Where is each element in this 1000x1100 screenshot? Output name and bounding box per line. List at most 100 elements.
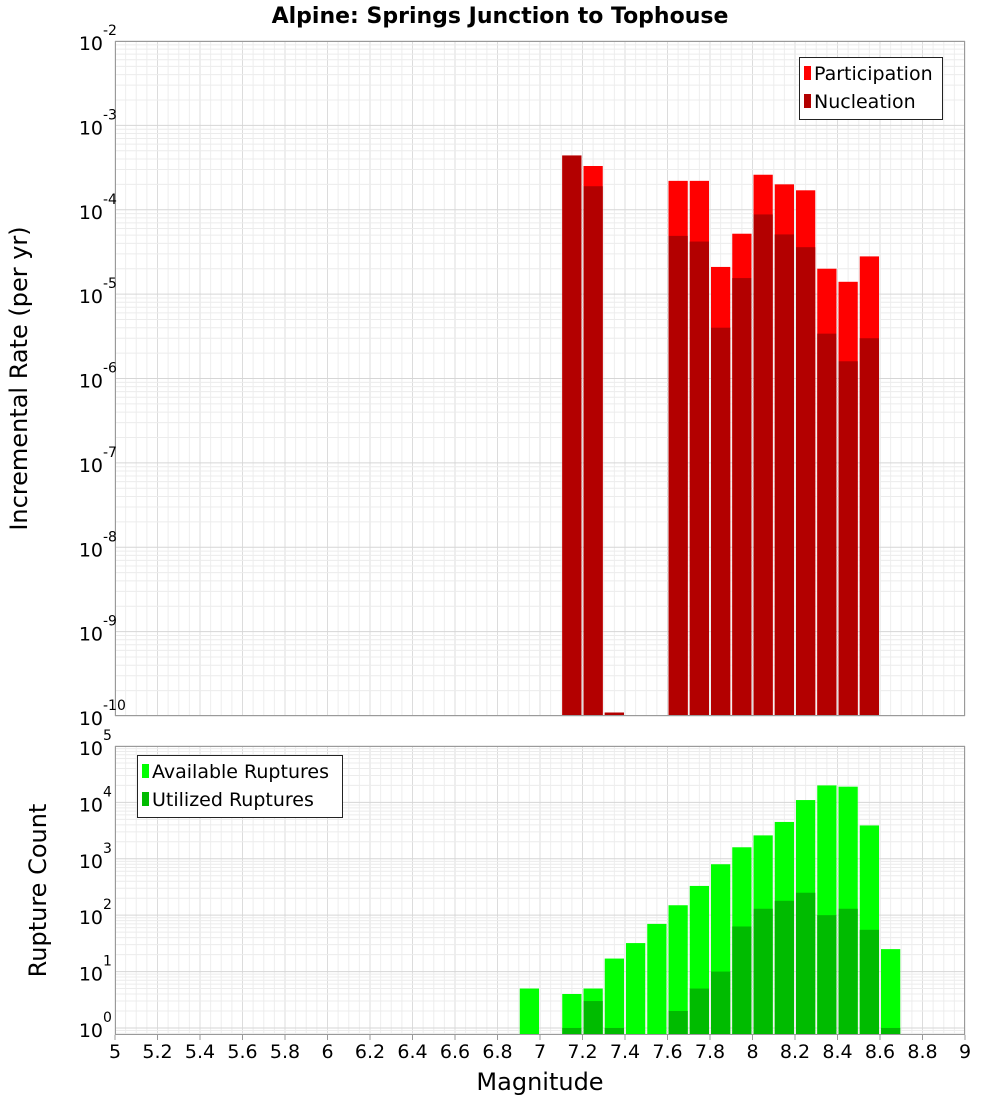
- y-tick-label: 10-5: [79, 276, 117, 308]
- bar: [774, 234, 794, 716]
- y-tick-exponent: -9: [103, 614, 117, 630]
- bar: [838, 908, 858, 1035]
- legend-box: [799, 57, 943, 120]
- y-tick-label: 102: [79, 897, 112, 929]
- legend-swatch: [142, 792, 149, 806]
- bar: [881, 1027, 901, 1035]
- grid-lines: [114, 40, 966, 717]
- bar: [689, 241, 709, 717]
- y-tick-label: 10-6: [79, 361, 117, 393]
- y-tick-base: 10: [79, 794, 103, 816]
- bar: [626, 943, 646, 1035]
- y-tick-label: 10-4: [79, 192, 117, 224]
- y-tick-label: 10-2: [79, 23, 117, 55]
- y-tick-exponent: -8: [103, 529, 117, 545]
- bar: [668, 235, 688, 716]
- y-tick-label: 101: [79, 954, 112, 986]
- x-tick-label: 6.8: [482, 1041, 512, 1063]
- legend: Available Ruptures Utilized Ruptures: [137, 755, 343, 818]
- y-tick-exponent: 2: [103, 897, 112, 913]
- bar: [859, 929, 879, 1035]
- bar: [732, 278, 752, 716]
- plot-frame: [115, 746, 965, 1035]
- bar: [711, 327, 731, 716]
- y-tick-base: 10: [79, 286, 103, 308]
- x-tick-labels: 5 5.2 5.4 5.6 5.8 6 6.2 6.4 6.6 6.8 7 7.2 7.4 7.6 7.8 8…: [109, 1035, 971, 1063]
- y-tick-exponent: -2: [103, 23, 117, 39]
- x-tick-label: 7.8: [695, 1041, 725, 1063]
- y-tick-exponent: 1: [103, 954, 112, 970]
- bar: [711, 971, 731, 1035]
- x-tick-label: 8: [746, 1041, 758, 1063]
- legend-swatch: [142, 764, 149, 778]
- y-tick-exponent: 5: [103, 728, 112, 744]
- bar: [817, 333, 837, 716]
- bar: [881, 949, 901, 1035]
- y-tick-exponent: -5: [103, 276, 117, 292]
- bar: [647, 923, 667, 1035]
- bar: [562, 994, 582, 1035]
- bar: [796, 247, 816, 716]
- x-tick-label: 5.8: [270, 1041, 300, 1063]
- bar: [583, 186, 603, 716]
- y-tick-label: 100: [79, 1010, 112, 1042]
- bar: [796, 892, 816, 1035]
- bar: [604, 712, 624, 716]
- plot-frame: [115, 41, 965, 716]
- bar: [817, 915, 837, 1035]
- bar: [562, 155, 582, 716]
- bar: [859, 338, 879, 716]
- x-tick-label: 8.2: [780, 1041, 810, 1063]
- x-tick-label: 7.2: [567, 1041, 597, 1063]
- legend-label: Available Ruptures: [152, 761, 329, 783]
- x-tick-label: 9: [959, 1041, 971, 1063]
- y-tick-base: 10: [79, 371, 103, 393]
- y-tick-exponent: -10: [103, 698, 126, 714]
- x-tick-label: 8.8: [907, 1041, 937, 1063]
- x-tick-label: 5.4: [185, 1041, 215, 1063]
- x-tick-label: 6.2: [355, 1041, 385, 1063]
- panel-incremental-rate: 10-1010-910-810-710-610-510-410-310-2Inc…: [5, 4, 966, 730]
- bar: [604, 1027, 624, 1035]
- bar: [838, 361, 858, 716]
- y-axis-label: Rupture Count: [24, 804, 52, 978]
- y-tick-exponent: -7: [103, 445, 117, 461]
- bar: [562, 1027, 582, 1035]
- bar: [604, 958, 624, 1035]
- legend-swatch: [804, 94, 811, 108]
- bar: [583, 1001, 603, 1035]
- x-tick-label: 5: [109, 1041, 121, 1063]
- y-tick-base: 10: [79, 117, 103, 139]
- bar: [668, 905, 688, 1035]
- bar: [689, 988, 709, 1035]
- x-tick-label: 6.6: [440, 1041, 470, 1063]
- y-tick-base: 10: [79, 539, 103, 561]
- bar: [753, 908, 773, 1035]
- bar: [732, 926, 752, 1035]
- y-tick-label: 10-3: [79, 107, 117, 139]
- y-tick-base: 10: [79, 851, 103, 873]
- y-tick-label: 103: [79, 841, 112, 873]
- y-tick-base: 10: [79, 708, 103, 730]
- y-tick-base: 10: [79, 455, 103, 477]
- legend-box: [137, 755, 343, 818]
- y-tick-label: 104: [79, 784, 112, 816]
- legend-label: Participation: [814, 63, 933, 85]
- legend-label: Utilized Ruptures: [152, 789, 314, 811]
- y-tick-base: 10: [79, 964, 103, 986]
- y-tick-exponent: -4: [103, 192, 117, 208]
- x-tick-label: 5.2: [142, 1041, 172, 1063]
- y-tick-base: 10: [79, 1020, 103, 1042]
- y-axis-label: Incremental Rate (per yr): [5, 226, 33, 530]
- legend: Participation Nucleation: [799, 57, 943, 120]
- legend-label: Nucleation: [814, 91, 916, 113]
- bar: [668, 1010, 688, 1035]
- y-tick-label: 10-8: [79, 529, 117, 561]
- y-tick-label: 10-9: [79, 614, 117, 646]
- y-tick-exponent: -6: [103, 361, 117, 377]
- x-tick-label: 8.6: [865, 1041, 895, 1063]
- y-tick-base: 10: [79, 624, 103, 646]
- x-tick-label: 7: [534, 1041, 546, 1063]
